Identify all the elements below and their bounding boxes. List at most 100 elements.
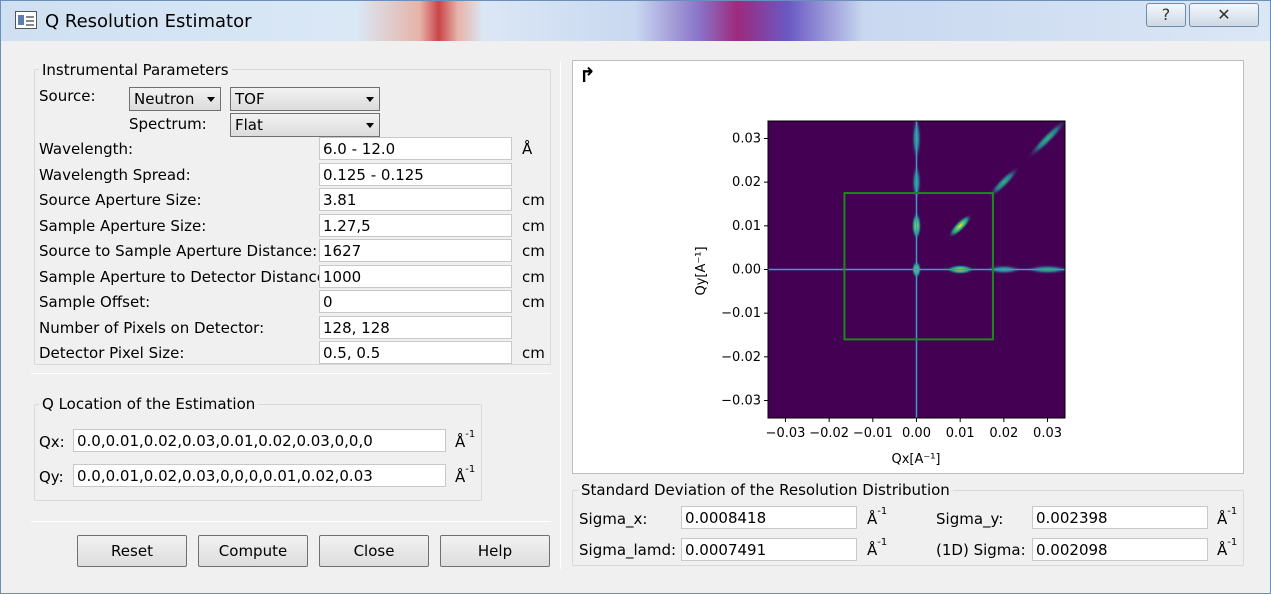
resolution-peak bbox=[987, 165, 1021, 199]
sigma-1d-label: (1D) Sigma: bbox=[936, 541, 1026, 559]
source-aperture-size-input[interactable] bbox=[319, 188, 512, 211]
wavelength-spread-input[interactable] bbox=[319, 163, 512, 186]
sample-detector-distance-input[interactable] bbox=[319, 265, 512, 288]
qy-unit-exp: -1 bbox=[465, 464, 476, 475]
wavelength-spread-label: Wavelength Spread: bbox=[39, 166, 191, 184]
sample-aperture-size-unit: cm bbox=[522, 217, 545, 235]
source-aperture-size-label: Source Aperture Size: bbox=[39, 191, 202, 209]
detector-pixel-count-label: Number of Pixels on Detector: bbox=[39, 319, 265, 337]
sample-offset-input[interactable] bbox=[319, 290, 512, 313]
wavelength-unit: Å bbox=[522, 140, 533, 158]
resolution-peak bbox=[1026, 121, 1065, 160]
sigma-x-unit: Å-1 bbox=[867, 506, 887, 528]
sigma-x-field[interactable] bbox=[681, 506, 857, 529]
qy-label: Qy: bbox=[39, 468, 64, 486]
wavelength-label: Wavelength: bbox=[39, 140, 134, 158]
x-tick-label: 0.03 bbox=[1033, 426, 1062, 441]
sigma-lamd-field[interactable] bbox=[681, 538, 857, 561]
instrumental-parameters-group bbox=[34, 69, 551, 365]
divider bbox=[31, 373, 551, 374]
detector-pixel-size-label: Detector Pixel Size: bbox=[39, 344, 185, 362]
qx-input[interactable] bbox=[73, 429, 446, 452]
spectrum-label: Spectrum: bbox=[129, 115, 207, 133]
x-tick-label: 0.00 bbox=[902, 426, 931, 441]
spectrum-select[interactable]: Flat bbox=[230, 113, 380, 137]
sigma-x-label: Sigma_x: bbox=[579, 510, 648, 528]
x-tick-label: 0.01 bbox=[946, 426, 975, 441]
sigma-x-unit-exp: -1 bbox=[877, 506, 888, 517]
q-location-title: Q Location of the Estimation bbox=[39, 395, 259, 413]
sigma-lamd-label: Sigma_lamd: bbox=[579, 541, 677, 559]
sigma-lamd-unit-exp: -1 bbox=[877, 537, 888, 548]
x-tick-label: −0.02 bbox=[809, 426, 849, 441]
x-tick-label: 0.02 bbox=[989, 426, 1018, 441]
detector-box bbox=[843, 192, 994, 341]
source-aperture-size-unit: cm bbox=[522, 191, 545, 209]
qx-unit-exp: -1 bbox=[465, 429, 476, 440]
y-tick-label: 0.02 bbox=[732, 175, 761, 190]
help-button[interactable]: Help bbox=[440, 535, 550, 567]
title-close-button[interactable]: ✕ bbox=[1189, 3, 1259, 27]
panel-splitter[interactable] bbox=[560, 61, 561, 569]
sigma-y-field[interactable] bbox=[1032, 506, 1208, 529]
sigma-x-unit-base: Å bbox=[867, 510, 878, 528]
x-tick-label: −0.03 bbox=[766, 426, 806, 441]
sigma-1d-unit-exp: -1 bbox=[1227, 537, 1238, 548]
chart-ylabel: Qy[A⁻¹] bbox=[694, 246, 709, 295]
qy-unit: Å-1 bbox=[455, 464, 475, 486]
sigma-y-unit-base: Å bbox=[1217, 510, 1228, 528]
source-sample-distance-input[interactable] bbox=[319, 239, 512, 262]
spectrum-select-value: Flat bbox=[235, 116, 263, 134]
sample-detector-distance-label: Sample Aperture to Detector Distance: bbox=[39, 268, 332, 286]
chart-xlabel: Qx[A⁻¹] bbox=[891, 452, 940, 467]
y-tick-label: −0.03 bbox=[721, 394, 761, 409]
sigma-y-unit: Å-1 bbox=[1217, 506, 1237, 528]
sigma-y-label: Sigma_y: bbox=[936, 510, 1004, 528]
sigma-y-unit-exp: -1 bbox=[1227, 506, 1238, 517]
sigma-lamd-unit-base: Å bbox=[867, 541, 878, 559]
title-bar[interactable]: Q Resolution Estimator ? ✕ bbox=[1, 1, 1270, 41]
sample-offset-label: Sample Offset: bbox=[39, 293, 151, 311]
sample-offset-unit: cm bbox=[522, 293, 545, 311]
detector-pixel-size-input[interactable] bbox=[319, 341, 512, 364]
source-select-value: Neutron bbox=[134, 90, 195, 108]
y-tick-label: −0.02 bbox=[721, 350, 761, 365]
sample-aperture-size-input[interactable] bbox=[319, 214, 512, 237]
divider bbox=[31, 521, 551, 522]
mode-select[interactable]: TOF bbox=[230, 87, 380, 111]
qx-unit: Å-1 bbox=[455, 429, 475, 451]
y-tick-label: 0.01 bbox=[732, 219, 761, 234]
qx-unit-base: Å bbox=[455, 433, 466, 451]
qy-unit-base: Å bbox=[455, 468, 466, 486]
resolution-peak bbox=[948, 213, 973, 238]
plot-toolbar-icon[interactable]: ↱ bbox=[579, 63, 596, 87]
y-tick-label: 0.03 bbox=[732, 131, 761, 146]
std-dev-title: Standard Deviation of the Resolution Dis… bbox=[578, 481, 953, 499]
mode-select-value: TOF bbox=[235, 90, 265, 108]
sample-detector-distance-unit: cm bbox=[522, 268, 545, 286]
source-sample-distance-label: Source to Sample Aperture Distance: bbox=[39, 242, 318, 260]
instrumental-parameters-title: Instrumental Parameters bbox=[39, 61, 232, 79]
source-select[interactable]: Neutron bbox=[129, 87, 221, 111]
reset-button[interactable]: Reset bbox=[77, 535, 187, 567]
sample-aperture-size-label: Sample Aperture Size: bbox=[39, 217, 207, 235]
sigma-1d-field[interactable] bbox=[1032, 538, 1208, 561]
detector-pixel-count-input[interactable] bbox=[319, 316, 512, 339]
source-label: Source: bbox=[39, 87, 96, 105]
x-tick-label: −0.01 bbox=[853, 426, 893, 441]
resolution-chart: −0.03 −0.02 −0.01 0.00 0.01 0.02 0.030.030.020… bbox=[694, 120, 1066, 467]
close-button[interactable]: Close bbox=[319, 535, 429, 567]
y-tick-label: −0.01 bbox=[721, 306, 761, 321]
source-sample-distance-unit: cm bbox=[522, 242, 545, 260]
app-window-icon bbox=[15, 11, 37, 29]
detector-pixel-size-unit: cm bbox=[522, 344, 545, 362]
sigma-lamd-unit: Å-1 bbox=[867, 537, 887, 559]
wavelength-input[interactable] bbox=[319, 137, 512, 160]
qy-input[interactable] bbox=[73, 464, 446, 487]
chevron-down-icon bbox=[366, 97, 374, 102]
window-title: Q Resolution Estimator bbox=[45, 11, 252, 32]
compute-button[interactable]: Compute bbox=[198, 535, 308, 567]
title-help-button[interactable]: ? bbox=[1146, 3, 1186, 27]
sigma-1d-unit-base: Å bbox=[1217, 541, 1228, 559]
